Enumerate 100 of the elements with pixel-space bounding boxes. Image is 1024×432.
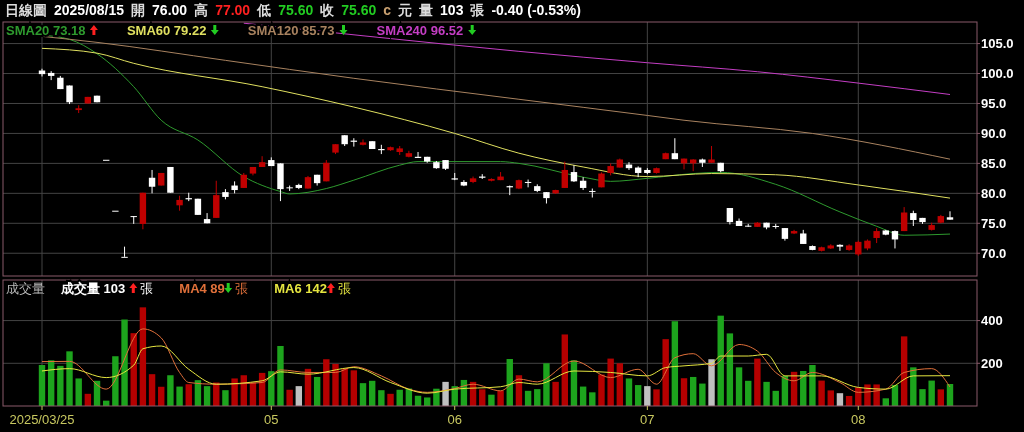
bar [653, 389, 660, 406]
candlestick [524, 179, 532, 188]
bar [479, 389, 486, 406]
x-tick-label: 05 [264, 412, 279, 427]
bar [167, 375, 174, 406]
y-axis-title: 張 [140, 281, 154, 296]
y-tick-label: 70.0 [981, 245, 1007, 261]
line-series [41, 47, 951, 199]
bar [488, 394, 495, 406]
bar [148, 374, 156, 406]
text: 75.60 [341, 2, 377, 18]
bar [662, 339, 669, 406]
text: 開 [131, 2, 146, 18]
bar [222, 390, 229, 406]
bar [910, 367, 917, 406]
text: 76.00 [152, 2, 188, 18]
bar [286, 389, 293, 406]
bar [818, 380, 825, 406]
bar [589, 392, 596, 406]
candlestick [121, 246, 128, 258]
text: -0.40 (-0.53%) [491, 2, 581, 18]
bar [708, 359, 715, 406]
bar [323, 359, 330, 406]
text: 元 [397, 2, 413, 18]
bar [543, 363, 550, 406]
bar [644, 386, 651, 406]
x-tick-label: 08 [851, 412, 866, 427]
bar [277, 345, 284, 406]
text: c [383, 2, 392, 18]
y-tick-label: 80.0 [981, 185, 1007, 201]
bar [185, 384, 192, 406]
bar [332, 363, 339, 406]
x-tick-label: 2025/03/25 [9, 412, 75, 427]
bar [699, 383, 706, 406]
bar [809, 365, 816, 406]
bar [735, 367, 743, 406]
text: 75.60 [278, 2, 314, 18]
x-tick-label: 06 [447, 412, 462, 427]
chart-title: 日線圖 [5, 2, 47, 18]
candlestick [946, 210, 954, 221]
bar [552, 381, 559, 406]
text: 高 [194, 2, 209, 18]
candlestick [579, 176, 587, 191]
bar [827, 390, 834, 406]
bar [57, 365, 64, 406]
text: 量 [418, 2, 434, 18]
bar [625, 378, 633, 406]
bar [607, 358, 614, 406]
bar [139, 307, 147, 406]
text: 低 [256, 2, 272, 18]
candlestick [561, 161, 568, 189]
candlestick [213, 180, 220, 219]
text: 103 [440, 2, 464, 18]
bar [121, 319, 128, 406]
bar [231, 378, 238, 406]
bar [396, 389, 403, 406]
bar [112, 356, 119, 406]
bar [928, 380, 935, 406]
bar [937, 389, 945, 406]
bar [176, 386, 183, 406]
y-tick-label: 85.0 [981, 155, 1007, 171]
bar [341, 368, 348, 406]
candlestick [359, 138, 367, 146]
y-tick-label: 90.0 [981, 125, 1007, 141]
bar [919, 389, 926, 406]
line-series [243, 22, 951, 95]
bar [203, 386, 211, 406]
y-tick-label: 105.0 [981, 36, 1014, 52]
bar [671, 321, 679, 406]
series-label: SMA240 96.52 [376, 23, 464, 38]
bar [313, 376, 321, 406]
text: 張 [470, 2, 486, 18]
series-label: 成交量 103 [60, 281, 126, 296]
bar [38, 365, 46, 406]
candlestick [148, 169, 156, 194]
bar [66, 351, 73, 406]
bar [442, 381, 449, 406]
chart-title: 成交量 [6, 281, 45, 296]
bar [634, 385, 642, 406]
bar [75, 378, 82, 406]
bar [763, 381, 770, 406]
y-tick-label: 95.0 [981, 96, 1007, 112]
bar [387, 393, 394, 406]
bar [295, 386, 303, 406]
text: 張 [337, 281, 351, 296]
x-tick-label: 07 [640, 412, 655, 427]
y-tick-label: 200 [981, 355, 1003, 371]
line-series [41, 345, 951, 394]
text: 2025/08/15 [54, 2, 125, 18]
text: MA4 89 [179, 281, 225, 296]
y-tick-label: 100.0 [981, 66, 1014, 82]
bar [350, 370, 358, 406]
bar [754, 358, 761, 406]
bar [359, 383, 367, 406]
candlestick [836, 243, 844, 252]
bar [598, 374, 605, 406]
text: 77.00 [215, 2, 251, 18]
text: 張 [235, 281, 249, 296]
y-tick-label: 400 [981, 313, 1003, 329]
bar [689, 376, 697, 406]
